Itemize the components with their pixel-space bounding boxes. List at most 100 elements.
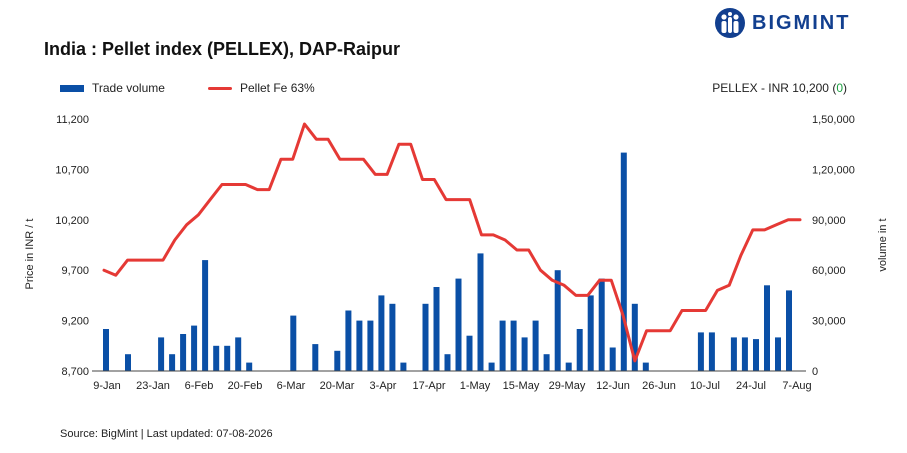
bar-46 [609, 347, 616, 371]
pellet-price-line-group [102, 122, 802, 363]
bar-12 [235, 337, 242, 371]
bar-7 [180, 334, 187, 371]
y-left-tick-2: 9,700 [61, 265, 89, 277]
legend-swatch-line [208, 86, 232, 90]
bar-6 [169, 354, 176, 371]
pellet-price-line [102, 122, 802, 363]
y-left-tick-1: 9,200 [61, 316, 89, 328]
bar-30 [433, 287, 440, 371]
legend-label-trade-volume: Trade volume [92, 81, 165, 95]
x-tick-8: 1-May [460, 380, 491, 392]
bar-41 [554, 270, 561, 371]
chart-title: India : Pellet index (PELLEX), DAP-Raipu… [44, 39, 401, 59]
bar-9 [202, 260, 209, 371]
bar-44 [587, 295, 594, 371]
bar-27 [400, 362, 407, 371]
bar-8 [191, 325, 198, 371]
x-tick-2: 6-Feb [185, 380, 214, 392]
source-note: Source: BigMint | Last updated: 07-08-20… [60, 428, 273, 440]
pellex-change: 0 [836, 81, 843, 95]
y-left-tick-4: 10,700 [55, 164, 89, 176]
bar-34 [477, 253, 484, 371]
legend-label-pellet: Pellet Fe 63% [240, 81, 315, 95]
bar-36 [499, 320, 506, 371]
y-left-tick-5: 11,200 [56, 114, 89, 126]
bar-49 [642, 362, 649, 371]
x-tick-5: 20-Mar [320, 380, 355, 392]
bar-26 [389, 303, 396, 371]
legend-swatch-bar [60, 84, 84, 92]
bar-10 [213, 345, 220, 371]
y-right-tick-2: 60,000 [812, 265, 846, 277]
legend-item-pellet: Pellet Fe 63% [208, 81, 315, 95]
bar-35 [488, 362, 495, 371]
x-tick-3: 20-Feb [228, 380, 263, 392]
pellex-info-prefix: PELLEX - INR 10,200 ( [712, 81, 837, 95]
bar-2 [125, 354, 131, 371]
bar-32 [455, 278, 462, 371]
bar-62 [786, 290, 792, 371]
bar-37 [510, 320, 517, 371]
trade-volume-bars [103, 152, 792, 371]
x-tick-4: 6-Mar [277, 380, 306, 392]
x-tick-1: 23-Jan [136, 380, 170, 392]
bar-40 [543, 354, 550, 371]
bar-38 [521, 337, 528, 371]
bar-47 [620, 152, 627, 371]
bar-23 [356, 320, 363, 371]
y-right-tick-5: 1,50,000 [812, 114, 855, 126]
bar-13 [246, 362, 253, 371]
bar-59 [753, 339, 759, 371]
bar-58 [741, 337, 748, 371]
x-tick-13: 10-Jul [690, 380, 720, 392]
y-left-axis-label: Price in INR / t [24, 219, 36, 290]
x-tick-10: 29-May [549, 380, 586, 392]
legend-item-trade-volume: Trade volume [60, 81, 165, 95]
x-tick-14: 24-Jul [736, 380, 766, 392]
bar-54 [697, 332, 704, 371]
bar-48 [631, 303, 638, 371]
bar-21 [334, 350, 341, 371]
pellex-info: PELLEX - INR 10,200 (0) [712, 81, 847, 95]
brand-logo: BIGMINT [713, 6, 883, 40]
bar-57 [730, 337, 737, 371]
bar-17 [290, 315, 297, 371]
bar-60 [764, 285, 770, 371]
y-right-axis-label: volume in t [877, 218, 889, 271]
bar-25 [378, 295, 385, 371]
x-tick-9: 15-May [503, 380, 540, 392]
y-right-tick-3: 90,000 [812, 215, 846, 227]
x-tick-11: 12-Jun [596, 380, 630, 392]
pellex-info-suffix: ) [843, 81, 847, 95]
bar-22 [345, 310, 352, 371]
brand-name: BIGMINT [752, 12, 851, 34]
bar-29 [422, 303, 429, 371]
x-tick-15: 7-Aug [782, 380, 811, 392]
y-right-tick-0: 0 [812, 366, 818, 378]
bar-5 [158, 337, 165, 371]
bar-31 [444, 354, 451, 371]
bar-19 [312, 344, 319, 371]
bar-11 [224, 345, 231, 371]
bar-61 [775, 337, 781, 371]
bar-24 [367, 320, 374, 371]
y-right-tick-4: 1,20,000 [812, 164, 855, 176]
x-tick-6: 3-Apr [370, 380, 397, 392]
bar-43 [576, 329, 583, 371]
bigmint-logo-icon [715, 8, 745, 38]
bar-39 [532, 320, 539, 371]
y-left-tick-0: 8,700 [61, 366, 89, 378]
bar-42 [565, 362, 572, 371]
x-tick-0: 9-Jan [93, 380, 121, 392]
bar-45 [598, 278, 605, 371]
bar-33 [466, 335, 473, 371]
y-right-tick-1: 30,000 [812, 316, 846, 328]
x-tick-7: 17-Apr [412, 380, 445, 392]
bar-55 [708, 332, 715, 371]
x-tick-12: 26-Jun [642, 380, 676, 392]
bar-0 [103, 329, 109, 371]
y-right-ticks: 0 30,000 60,000 90,000 1,20,000 1,50,000 [812, 114, 855, 378]
y-left-tick-3: 10,200 [55, 215, 89, 227]
x-ticks: 9-Jan 23-Jan 6-Feb 20-Feb 6-Mar 20-Mar 3-Apr 17… [93, 380, 811, 392]
